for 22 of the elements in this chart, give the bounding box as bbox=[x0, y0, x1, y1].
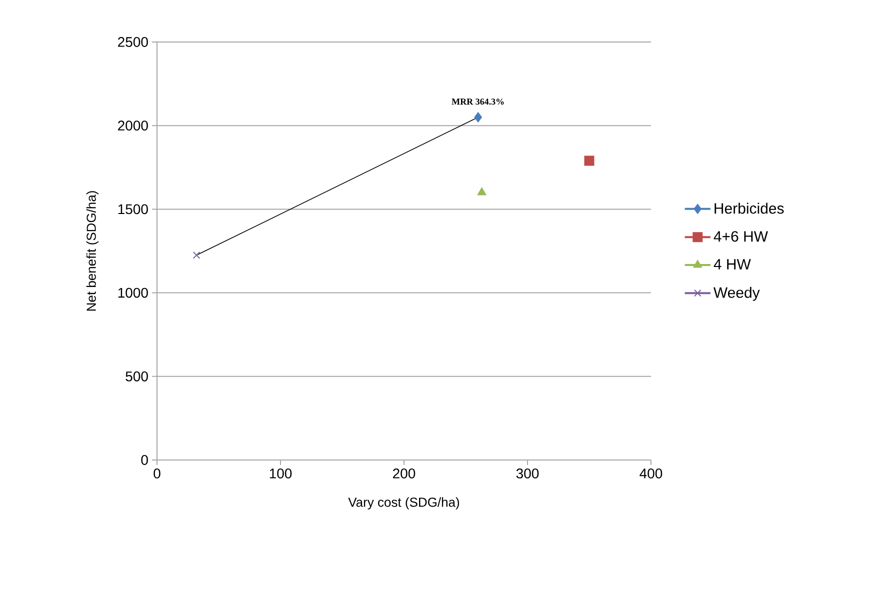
legend-label: 4+6 HW bbox=[714, 231, 768, 242]
point bbox=[477, 187, 486, 196]
annotation: MRR 364.3% bbox=[452, 98, 504, 105]
x-tick-label: 300 bbox=[516, 468, 539, 478]
y-tick-label: 2500 bbox=[118, 37, 148, 47]
point bbox=[584, 156, 594, 166]
legend-label: 4 HW bbox=[714, 259, 751, 270]
y-tick-label: 1500 bbox=[118, 204, 148, 214]
x-tick-label: 0 bbox=[154, 468, 160, 478]
legend-label: Herbicides bbox=[714, 202, 784, 214]
y-tick-label: 2000 bbox=[118, 120, 148, 131]
y-tick-label: 0 bbox=[141, 455, 148, 465]
point bbox=[474, 112, 482, 122]
y-tick-label: 500 bbox=[126, 371, 148, 382]
x-axis-title: Vary cost (SDG/ha) bbox=[348, 497, 460, 510]
x-tick-label: 200 bbox=[393, 468, 416, 478]
y-tick-label: 1000 bbox=[118, 288, 148, 298]
legend-label: Weedy bbox=[714, 286, 760, 301]
y-axis-title: Net benefit (SDG/ha) bbox=[86, 191, 98, 311]
point bbox=[192, 251, 200, 259]
x-tick-label: 100 bbox=[270, 468, 292, 478]
x-tick-label: 400 bbox=[640, 468, 662, 478]
